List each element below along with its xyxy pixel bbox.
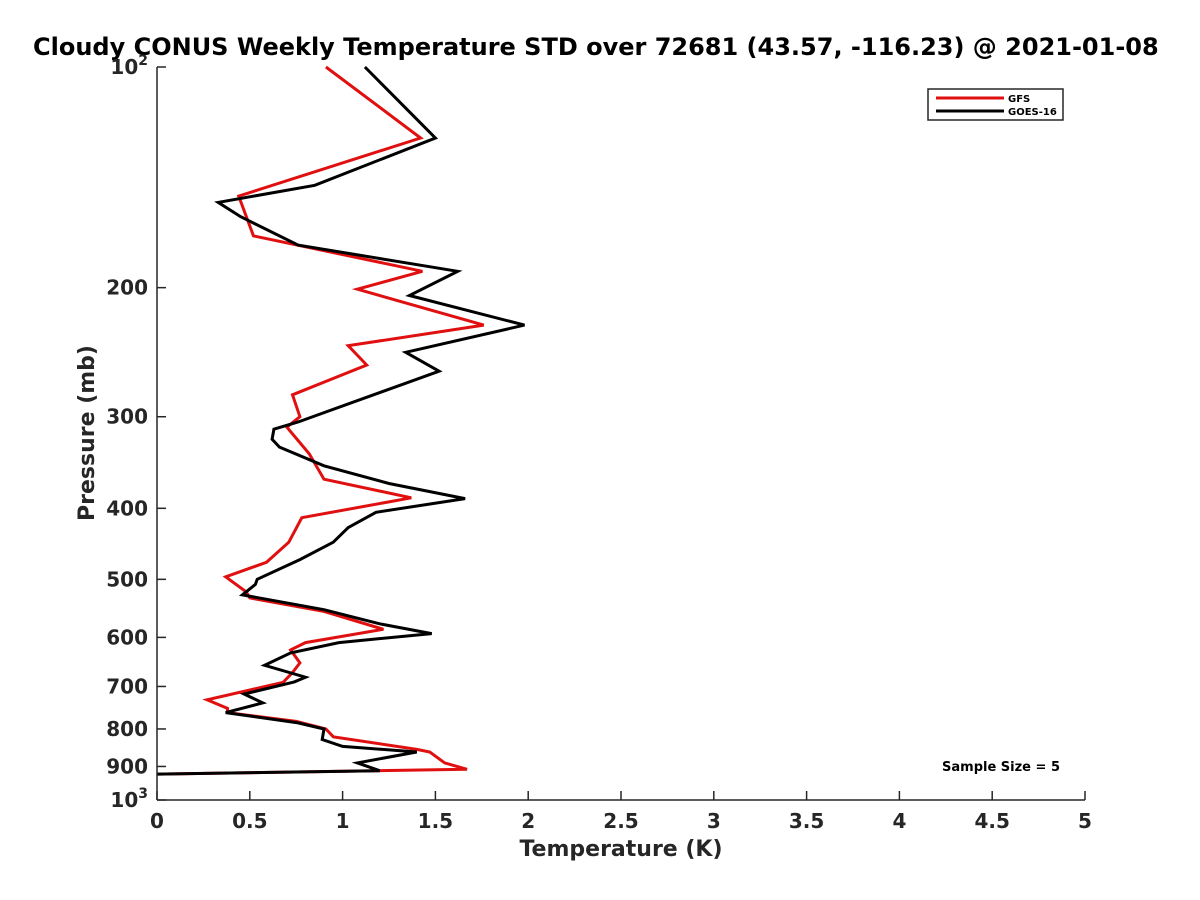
series-layer bbox=[156, 65, 525, 776]
y-ticks: 102 200 300 400 500 600 700 800 900 103 bbox=[106, 53, 166, 812]
y-tick-label: 900 bbox=[106, 754, 148, 778]
x-tick-label: 0 bbox=[150, 809, 164, 833]
sample-size-annotation: Sample Size = 5 bbox=[942, 760, 1060, 775]
series-line-goes-16 bbox=[156, 65, 525, 776]
x-tick-label: 0.5 bbox=[232, 809, 267, 833]
legend-entry-label: GOES-16 bbox=[1008, 107, 1057, 118]
legend-box bbox=[927, 88, 1064, 121]
y-tick-label: 400 bbox=[106, 496, 148, 520]
chart-title: Cloudy CONUS Weekly Temperature STD over… bbox=[33, 33, 1159, 61]
x-tick-label: 3 bbox=[707, 809, 721, 833]
y-tick-label: 600 bbox=[106, 625, 148, 649]
x-tick-label: 1 bbox=[336, 809, 350, 833]
y-tick-label: 103 bbox=[110, 786, 148, 812]
x-tick-label: 5 bbox=[1078, 809, 1092, 833]
y-tick-label: 500 bbox=[106, 567, 148, 591]
x-tick-label: 2 bbox=[521, 809, 535, 833]
y-tick-label: 700 bbox=[106, 674, 148, 698]
legend-entry-label: GFS bbox=[1008, 94, 1030, 105]
y-tick-label: 800 bbox=[106, 717, 148, 741]
y-tick-label: 200 bbox=[106, 276, 148, 300]
x-tick-label: 2.5 bbox=[603, 809, 638, 833]
y-axis-label: Pressure (mb) bbox=[75, 345, 100, 521]
x-tick-label: 4 bbox=[892, 809, 906, 833]
x-tick-label: 4.5 bbox=[974, 809, 1009, 833]
x-tick-label: 3.5 bbox=[789, 809, 824, 833]
x-axis-label: Temperature (K) bbox=[519, 837, 722, 862]
y-tick-label: 102 bbox=[110, 53, 148, 79]
y-tick-label: 300 bbox=[106, 405, 148, 429]
x-ticks: 0 0.5 1 1.5 2 2.5 3 3.5 4 4.5 5 bbox=[150, 791, 1092, 833]
plot-area bbox=[157, 67, 1085, 800]
legend: GFS GOES-16 bbox=[927, 88, 1064, 121]
x-tick-label: 1.5 bbox=[418, 809, 453, 833]
